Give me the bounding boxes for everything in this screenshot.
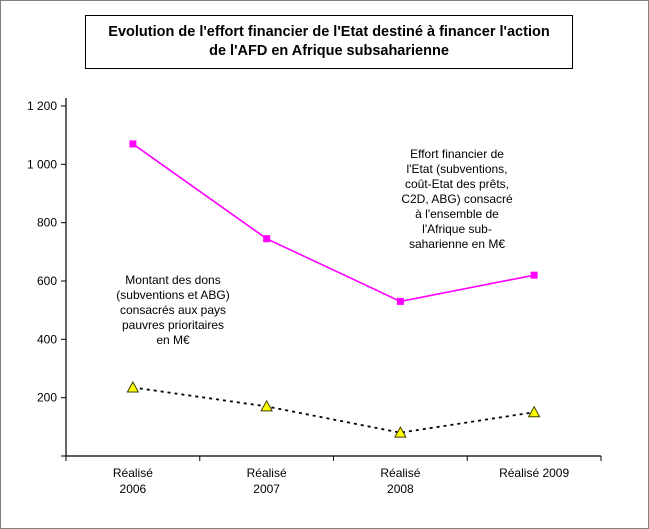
series-line-1 — [132, 386, 535, 434]
chart-title: Evolution de l'effort financier de l'Eta… — [85, 15, 573, 69]
x-axis-label: Réalisé 2006 — [112, 466, 153, 496]
annotation-effort-financier: Effort financier de l'Etat (subventions,… — [401, 147, 513, 251]
y-tick-label: 800 — [37, 216, 57, 230]
marker-square — [396, 297, 404, 305]
marker-square — [530, 271, 538, 279]
marker-triangle — [260, 399, 273, 412]
y-tick-label: 1 000 — [27, 157, 57, 171]
x-axis-label: Réalisé 2007 — [246, 466, 287, 496]
marker-triangle — [394, 426, 407, 438]
marker-square — [129, 140, 137, 148]
x-axis-label: Réalisé 2008 — [380, 466, 421, 496]
series-line-0 — [132, 143, 535, 303]
y-tick-label: 200 — [37, 391, 57, 405]
marker-square — [263, 235, 271, 243]
y-tick-label: 1 200 — [27, 99, 57, 113]
marker-triangle — [527, 405, 541, 418]
annotation-montant-dons: Montant des dons (subventions et ABG) co… — [116, 273, 230, 347]
y-tick-label: 400 — [37, 332, 57, 346]
x-axis-label: Réalisé 2009 — [499, 466, 570, 480]
marker-triangle — [126, 380, 140, 393]
y-tick-label: 600 — [37, 274, 57, 288]
